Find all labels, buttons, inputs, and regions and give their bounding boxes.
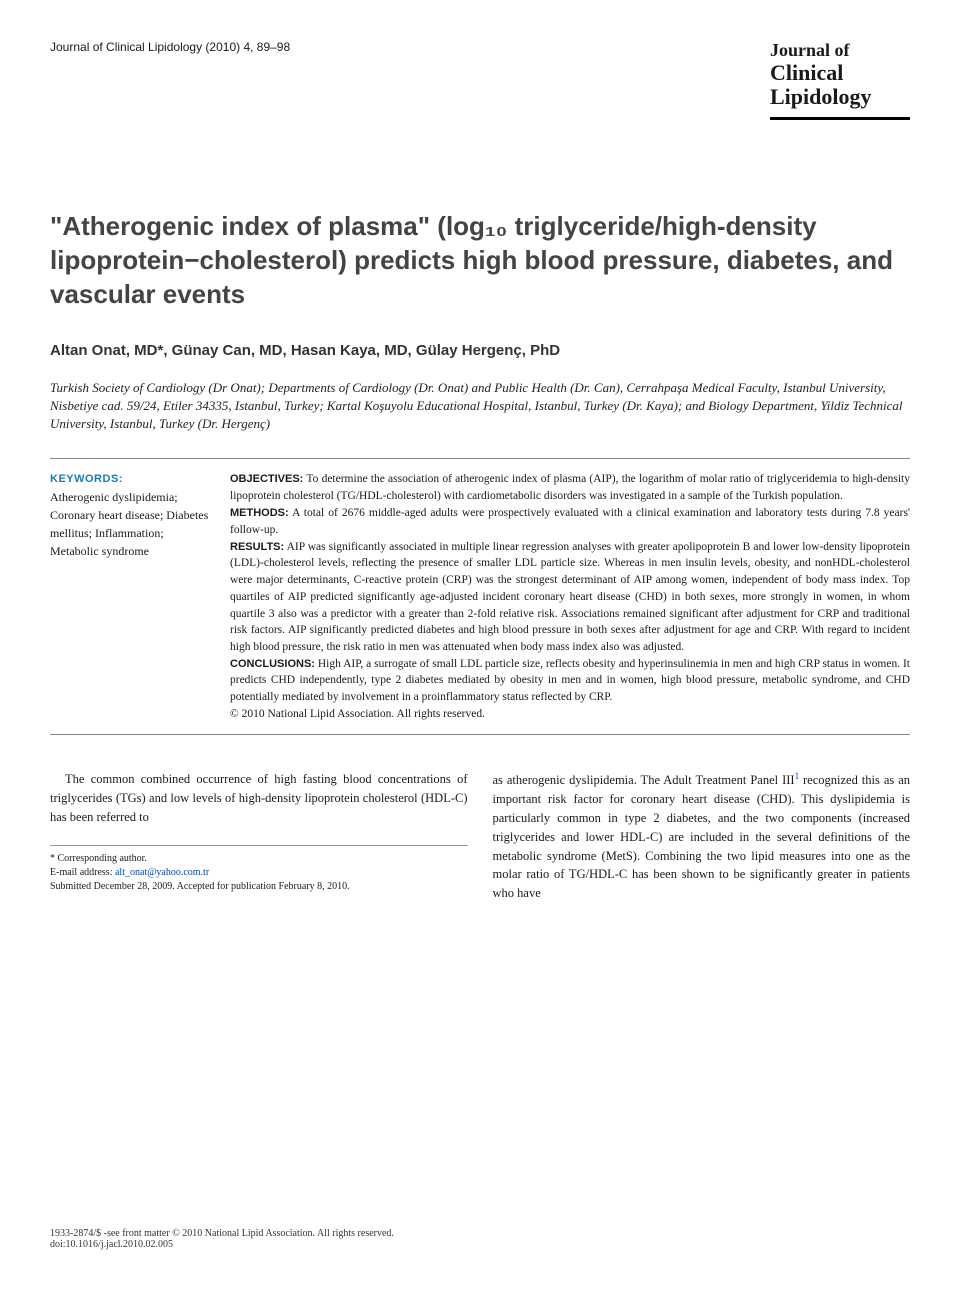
objectives-label: OBJECTIVES: [230, 473, 303, 485]
results-label: RESULTS: [230, 541, 284, 553]
body-para-1: The common combined occurrence of high f… [50, 770, 468, 826]
body-para-2: as atherogenic dyslipidemia. The Adult T… [493, 770, 911, 902]
conclusions-label: CONCLUSIONS: [230, 658, 315, 670]
body-para-2b: recognized this as an important risk fac… [493, 774, 911, 901]
doi-line: doi:10.1016/j.jacl.2010.02.005 [50, 1239, 910, 1250]
logo-line-2: Clinical [770, 61, 910, 85]
keywords-heading: KEYWORDS: [50, 471, 210, 488]
abstract-results: RESULTS: AIP was significantly associate… [230, 539, 910, 656]
journal-logo: Journal of Clinical Lipidology [770, 40, 910, 120]
methods-label: METHODS: [230, 507, 289, 519]
methods-text: A total of 2676 middle-aged adults were … [230, 507, 910, 536]
objectives-text: To determine the association of atheroge… [230, 473, 910, 502]
corresponding-author: * Corresponding author. [50, 852, 468, 866]
submission-dates: Submitted December 28, 2009. Accepted fo… [50, 880, 468, 894]
abstract-objectives: OBJECTIVES: To determine the association… [230, 471, 910, 505]
issn-line: 1933-2874/$ -see front matter © 2010 Nat… [50, 1228, 910, 1239]
body-para-2a: as atherogenic dyslipidemia. The Adult T… [493, 774, 795, 788]
keywords-list: Atherogenic dyslipidemia; Coronary heart… [50, 488, 210, 560]
body-columns: The common combined occurrence of high f… [50, 770, 910, 902]
results-text: AIP was significantly associated in mult… [230, 541, 910, 653]
abstract-conclusions: CONCLUSIONS: High AIP, a surrogate of sm… [230, 656, 910, 706]
logo-line-1: Journal of [770, 40, 910, 61]
abstract-methods: METHODS: A total of 2676 middle-aged adu… [230, 505, 910, 539]
affiliations: Turkish Society of Cardiology (Dr Onat);… [50, 379, 910, 434]
body-column-right: as atherogenic dyslipidemia. The Adult T… [493, 770, 911, 902]
abstract-copyright: © 2010 National Lipid Association. All r… [230, 706, 910, 723]
body-column-left: The common combined occurrence of high f… [50, 770, 468, 902]
page-footer: 1933-2874/$ -see front matter © 2010 Nat… [50, 1228, 910, 1250]
logo-line-3: Lipidology [770, 85, 910, 109]
journal-reference: Journal of Clinical Lipidology (2010) 4,… [50, 40, 290, 54]
email-link[interactable]: alt_onat@yahoo.com.tr [115, 867, 209, 878]
email-label: E-mail address: [50, 867, 115, 878]
correspondence-block: * Corresponding author. E-mail address: … [50, 845, 468, 894]
page-header: Journal of Clinical Lipidology (2010) 4,… [50, 40, 910, 120]
article-title: "Atherogenic index of plasma" (log₁₀ tri… [50, 210, 910, 311]
abstract-block: KEYWORDS: Atherogenic dyslipidemia; Coro… [50, 458, 910, 735]
keywords-column: KEYWORDS: Atherogenic dyslipidemia; Coro… [50, 471, 210, 722]
abstract-column: OBJECTIVES: To determine the association… [230, 471, 910, 722]
author-list: Altan Onat, MD*, Günay Can, MD, Hasan Ka… [50, 342, 910, 359]
email-line: E-mail address: alt_onat@yahoo.com.tr [50, 866, 468, 880]
conclusions-text: High AIP, a surrogate of small LDL parti… [230, 658, 910, 704]
